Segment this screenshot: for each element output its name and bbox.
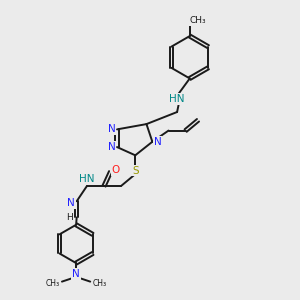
Text: N: N <box>67 198 75 208</box>
Text: S: S <box>132 166 139 176</box>
Text: H: H <box>66 213 73 222</box>
Text: N: N <box>108 142 116 152</box>
Text: N: N <box>154 137 161 147</box>
Text: N: N <box>108 124 116 134</box>
Text: CH₃: CH₃ <box>46 279 60 288</box>
Text: HN: HN <box>79 174 95 184</box>
Text: HN: HN <box>169 94 185 104</box>
Text: N: N <box>72 269 80 279</box>
Text: O: O <box>112 165 120 175</box>
Text: CH₃: CH₃ <box>190 16 206 25</box>
Text: CH₃: CH₃ <box>93 279 107 288</box>
